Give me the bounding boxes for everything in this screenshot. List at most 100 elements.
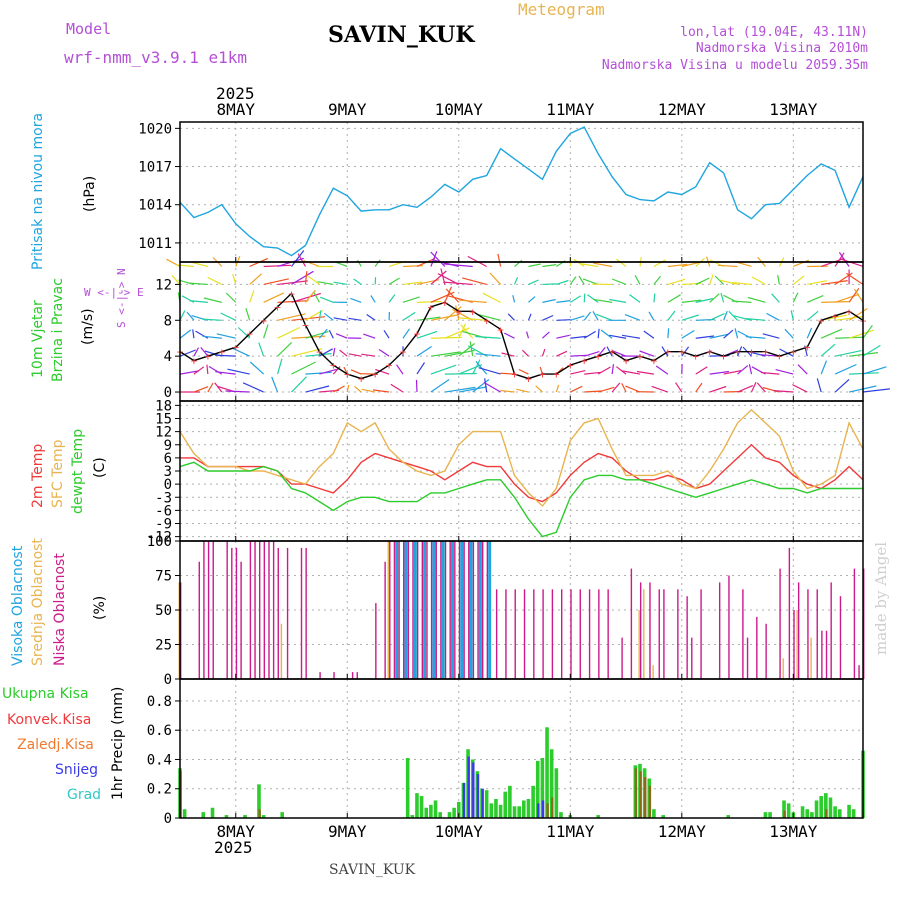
wind-arrow <box>350 369 362 375</box>
precip-bar <box>837 809 842 818</box>
wind-arrow <box>179 370 199 375</box>
wind-arrow <box>402 311 416 321</box>
wind-arrow <box>771 293 780 303</box>
cloud-bar <box>416 541 419 679</box>
wind-arrow <box>516 388 529 393</box>
wind-arrow <box>629 294 641 303</box>
wind-arrow <box>378 349 390 357</box>
wind-speed-marker: + <box>511 368 518 381</box>
precip-bar <box>545 727 549 818</box>
wind-arrow <box>193 347 200 357</box>
precip-bar <box>559 812 563 818</box>
wind-arrow <box>611 350 627 357</box>
wind-arrow <box>820 360 828 375</box>
wind-arrow <box>570 385 583 393</box>
wind-arrow <box>667 328 670 339</box>
wind-arrow <box>790 310 794 321</box>
temperature-ytick-label: -6 <box>155 503 172 519</box>
wind-arrow <box>681 261 700 268</box>
wind-speed-marker: + <box>553 368 560 381</box>
wind-speed-marker: + <box>762 346 769 359</box>
wind-speed-marker: + <box>400 346 407 359</box>
cloud-label-mid: Srednja Oblacnost <box>30 538 46 666</box>
wind-speed-marker: + <box>665 346 672 359</box>
wind-arrow <box>625 385 641 393</box>
precip-bar <box>824 793 828 818</box>
cloud-bar <box>249 541 252 679</box>
cloud-bar <box>463 541 465 679</box>
wind-speed-marker: + <box>414 328 421 341</box>
wind-arrow <box>622 370 641 375</box>
cloud-bar <box>435 541 437 679</box>
cloud-bar <box>542 589 544 679</box>
wind-label-1: 10m Vjetar <box>30 300 46 378</box>
wind-arrow <box>383 329 390 339</box>
wind-arrow <box>611 364 615 375</box>
wind-arrow <box>695 335 715 339</box>
cloud-bar <box>477 541 479 679</box>
cloud-bar <box>286 547 289 679</box>
wind-arrow <box>332 347 336 357</box>
wind-speed-marker: + <box>246 328 253 341</box>
cloud-bar <box>333 672 335 679</box>
wind-arrow <box>305 371 332 375</box>
cloud-bar <box>663 589 665 679</box>
wind-arrow <box>862 324 873 339</box>
precip-bar <box>763 812 768 818</box>
wind-arrow <box>807 280 828 286</box>
top-day-label: 12MAY <box>657 100 706 119</box>
cloud-bar <box>810 637 812 679</box>
wind-arrow <box>475 353 501 357</box>
wind-arrow <box>731 281 752 286</box>
cloud-bar <box>643 589 645 679</box>
model-name: wrf-nmm_v3.9.1 e1km <box>64 48 248 67</box>
wind-arrow <box>695 297 714 303</box>
wind-arrow <box>402 281 423 286</box>
wind-arrow <box>853 288 864 303</box>
wind-speed-marker: + <box>609 346 616 359</box>
precip-bar <box>261 815 266 818</box>
wind-arrow <box>430 251 446 267</box>
wind-arrow <box>333 281 348 286</box>
cloud-bar <box>458 541 461 679</box>
wind-arrow <box>245 308 251 321</box>
wind-arrow <box>444 327 470 339</box>
cloud-bar <box>782 658 784 679</box>
wind-arrow <box>556 300 571 303</box>
wind-arrow <box>220 312 237 321</box>
precip-bar <box>810 812 814 818</box>
wind-arrow <box>207 276 223 285</box>
wind-arrow <box>541 348 546 357</box>
wind-speed-marker: + <box>595 350 602 363</box>
temperature-ytick-label: -9 <box>155 517 172 533</box>
wind-arrow <box>305 385 330 393</box>
wind-arrow <box>862 344 881 357</box>
cloud-bar <box>231 547 233 679</box>
cloud-unit: (%) <box>92 595 108 620</box>
temperature-ytick-label: 12 <box>155 425 172 441</box>
station-title: SAVIN_KUK <box>328 22 475 48</box>
precip-bar <box>484 790 489 818</box>
top-day-label: 13MAY <box>769 100 818 119</box>
wind-arrow <box>661 346 669 357</box>
wind-arrow <box>430 251 438 267</box>
wind-arrow <box>258 342 265 357</box>
wind-arrow <box>653 293 656 303</box>
precip-label-hail: Grad <box>67 787 102 803</box>
wind-arrow <box>489 272 502 285</box>
pressure-ytick-label: 1011 <box>138 236 172 252</box>
wind-arrow <box>584 371 602 375</box>
pressure-line <box>179 126 864 257</box>
wind-arrow <box>648 311 655 321</box>
cloud-bar <box>412 541 414 679</box>
precip-bar <box>549 749 554 818</box>
wind-arrow <box>542 283 557 286</box>
cloud-bar <box>207 541 210 679</box>
precip-bar <box>819 796 823 818</box>
cloud-bar <box>393 541 396 679</box>
precip-bar <box>782 800 786 818</box>
wind-arrow <box>206 364 209 375</box>
temperature-ytick-label: 9 <box>164 438 172 454</box>
wind-arrow <box>354 385 362 393</box>
precip-bar <box>648 785 652 818</box>
